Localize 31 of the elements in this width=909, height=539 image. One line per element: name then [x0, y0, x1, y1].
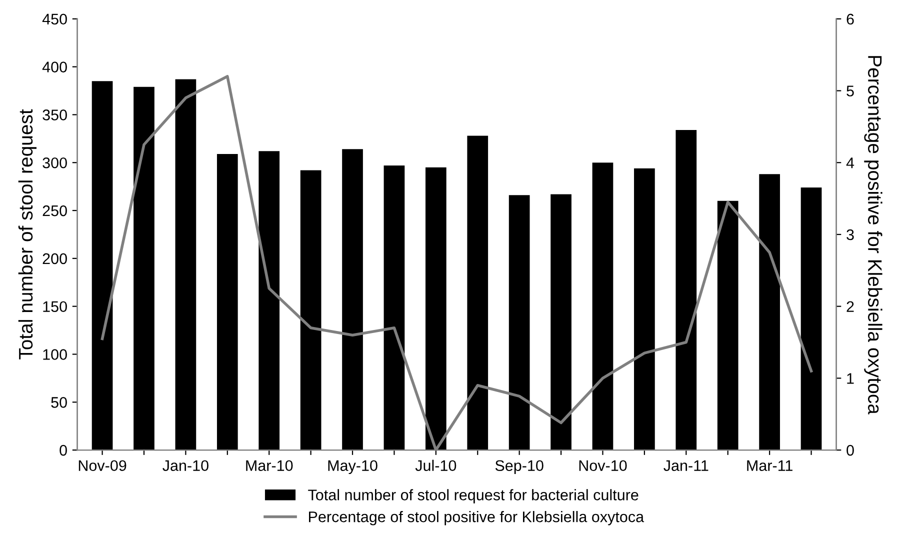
x-tick-label: Sep-10: [495, 460, 544, 474]
y-axis-title: Total number of stool request: [18, 109, 36, 360]
y-tick-label: 400: [42, 62, 67, 72]
y-tick-label: 0: [60, 444, 67, 456]
legend-label: Total number of stool request for bacterial culture: [308, 489, 638, 504]
x-tick-label: May-10: [328, 460, 378, 474]
y-tick-label: 50: [51, 397, 67, 408]
y-tick-label: 200: [42, 253, 67, 264]
y2-tick-label: 1: [847, 373, 854, 384]
y-tick-label: 150: [43, 301, 67, 312]
x-tick-label: Nov-09: [78, 460, 126, 472]
bar: [425, 167, 446, 450]
legend-label: Percentage of stool positive for Klebsiella oxytoca: [309, 511, 644, 526]
x-tick-label: Jan-10: [162, 460, 208, 472]
y2-tick-label: 2: [846, 301, 854, 312]
y2-tick-label: 5: [846, 86, 854, 96]
x-tick-label: Jan-11: [664, 460, 708, 472]
x-tick-label: Mar-11: [747, 460, 792, 472]
y-tick-label: 100: [43, 349, 67, 360]
x-tick-label: Mar-10: [246, 460, 293, 472]
y2-axis-title: Percentage positive for Klebsiella oxytoca: [864, 56, 882, 414]
y2-tick-label: 6: [846, 14, 854, 25]
y2-tick-label: 3: [846, 229, 854, 240]
y-tick-label: 300: [42, 157, 67, 168]
y2-tick-label: 0: [846, 444, 854, 456]
x-tick-label: Nov-10: [579, 460, 627, 472]
y-tick-label: 350: [42, 110, 67, 120]
y-tick-label: 450: [42, 14, 67, 25]
x-tick-label: Jul-10: [415, 460, 456, 472]
y2-tick-label: 4: [846, 158, 854, 168]
y-tick-label: 250: [42, 205, 67, 216]
